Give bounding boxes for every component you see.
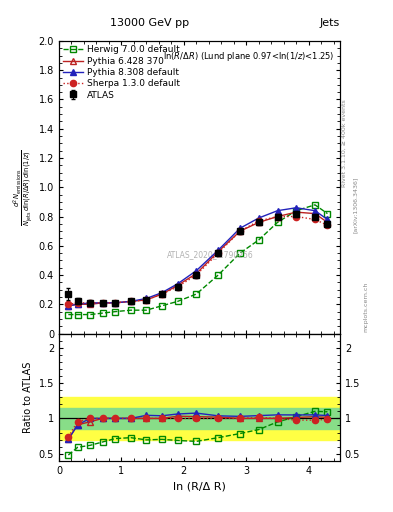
Pythia 6.428 370 [312,210,317,217]
Text: Jets: Jets [320,18,340,28]
Pythia 6.428 370 [144,297,149,303]
Herwig 7.0.0 default [100,310,105,316]
Line: Pythia 6.428 370: Pythia 6.428 370 [65,209,331,309]
Pythia 6.428 370 [160,291,164,297]
Sherpa 1.3.0 default [325,222,330,228]
Herwig 7.0.0 default [238,250,242,256]
Sherpa 1.3.0 default [75,300,80,306]
Pythia 8.308 default [129,298,133,305]
Pythia 8.308 default [75,301,80,307]
Sherpa 1.3.0 default [175,284,180,290]
Pythia 6.428 370 [66,303,71,309]
Pythia 8.308 default [238,225,242,231]
Pythia 6.428 370 [216,248,220,254]
Pythia 8.308 default [100,300,105,306]
Herwig 7.0.0 default [275,219,280,225]
Pythia 6.428 370 [88,301,92,307]
Pythia 8.308 default [325,217,330,223]
Pythia 8.308 default [113,300,118,306]
Sherpa 1.3.0 default [256,218,261,224]
Sherpa 1.3.0 default [66,301,71,307]
Pythia 8.308 default [312,207,317,214]
Herwig 7.0.0 default [294,207,299,214]
Sherpa 1.3.0 default [238,228,242,234]
Sherpa 1.3.0 default [312,217,317,223]
Pythia 6.428 370 [275,214,280,220]
Herwig 7.0.0 default [160,303,164,309]
Sherpa 1.3.0 default [275,214,280,220]
Pythia 6.428 370 [256,219,261,225]
Pythia 8.308 default [294,205,299,211]
Pythia 6.428 370 [294,209,299,215]
Y-axis label: Ratio to ATLAS: Ratio to ATLAS [23,361,33,433]
Pythia 6.428 370 [238,228,242,234]
Herwig 7.0.0 default [88,311,92,317]
Pythia 8.308 default [256,215,261,221]
Herwig 7.0.0 default [325,210,330,217]
Pythia 8.308 default [66,303,71,309]
Pythia 8.308 default [88,300,92,306]
X-axis label: ln (R/Δ R): ln (R/Δ R) [173,481,226,491]
Herwig 7.0.0 default [113,309,118,315]
Pythia 6.428 370 [129,298,133,305]
Pythia 8.308 default [160,290,164,296]
Text: [arXiv:1306.3436]: [arXiv:1306.3436] [353,177,358,233]
Pythia 8.308 default [175,281,180,287]
Sherpa 1.3.0 default [88,300,92,306]
Sherpa 1.3.0 default [144,297,149,303]
Line: Sherpa 1.3.0 default: Sherpa 1.3.0 default [65,214,331,307]
Pythia 8.308 default [144,295,149,302]
Line: Pythia 8.308 default: Pythia 8.308 default [65,205,331,309]
Herwig 7.0.0 default [175,298,180,305]
Y-axis label: $\frac{d^2 N_\mathrm{emissions}}{N_\mathrm{jets}\,d\ln(R/\Delta R)\,d\ln(1/z)}$: $\frac{d^2 N_\mathrm{emissions}}{N_\math… [11,149,35,226]
Pythia 8.308 default [216,247,220,253]
Herwig 7.0.0 default [75,311,80,317]
Herwig 7.0.0 default [312,202,317,208]
Herwig 7.0.0 default [216,272,220,278]
Pythia 6.428 370 [113,300,118,306]
Text: mcplots.cern.ch: mcplots.cern.ch [363,282,368,332]
Sherpa 1.3.0 default [294,214,299,220]
Text: $\ln(R/\Delta R)$ (Lund plane 0.97<$\ln(1/z)$<1.25): $\ln(R/\Delta R)$ (Lund plane 0.97<$\ln(… [163,50,334,63]
Pythia 8.308 default [194,268,199,274]
Text: ATLAS_2020_I1790256: ATLAS_2020_I1790256 [167,250,254,259]
Line: Herwig 7.0.0 default: Herwig 7.0.0 default [65,202,331,317]
Text: 13000 GeV pp: 13000 GeV pp [110,18,189,28]
Legend: Herwig 7.0.0 default, Pythia 6.428 370, Pythia 8.308 default, Sherpa 1.3.0 defau: Herwig 7.0.0 default, Pythia 6.428 370, … [61,43,183,102]
Pythia 6.428 370 [75,301,80,307]
Herwig 7.0.0 default [256,237,261,243]
Pythia 6.428 370 [175,282,180,288]
Herwig 7.0.0 default [194,291,199,297]
Herwig 7.0.0 default [144,307,149,313]
Text: Rivet 3.1.10, ≥ 400k events: Rivet 3.1.10, ≥ 400k events [342,99,346,187]
Pythia 6.428 370 [194,270,199,276]
Pythia 6.428 370 [100,300,105,306]
Sherpa 1.3.0 default [216,250,220,256]
Sherpa 1.3.0 default [113,300,118,306]
Sherpa 1.3.0 default [100,300,105,306]
Sherpa 1.3.0 default [129,298,133,305]
Sherpa 1.3.0 default [160,291,164,297]
Pythia 8.308 default [275,207,280,214]
Sherpa 1.3.0 default [194,272,199,278]
Herwig 7.0.0 default [129,307,133,313]
Herwig 7.0.0 default [66,311,71,317]
Pythia 6.428 370 [325,219,330,225]
